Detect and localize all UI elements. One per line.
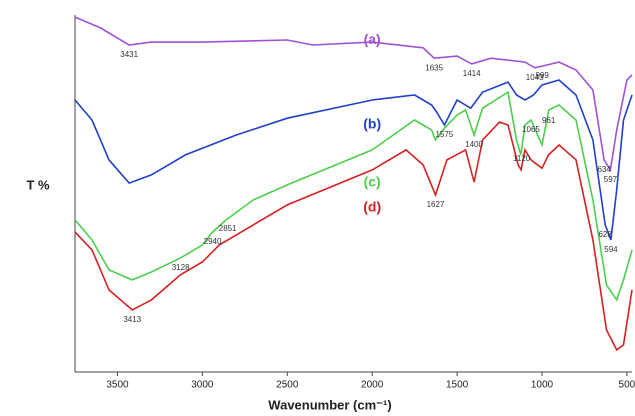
x-tick-label: 2500 (276, 380, 299, 391)
peak-label: 1627 (427, 200, 445, 209)
spectrum-line (74, 90, 633, 302)
x-tick-label: 1000 (531, 380, 554, 391)
peak-label: 3413 (123, 315, 141, 324)
peak-label: 2851 (219, 224, 237, 233)
peak-label: 1400 (465, 140, 483, 149)
series-label: (d) (363, 199, 381, 215)
series-label: (b) (363, 116, 381, 132)
x-tick-label: 500 (619, 380, 635, 391)
peak-label: 1065 (522, 125, 540, 134)
y-axis-label: T % (26, 177, 50, 192)
peak-label: 999 (535, 71, 549, 80)
series-label: (c) (364, 174, 381, 190)
spectrum-line (74, 121, 633, 352)
peak-label: 1043 (526, 73, 544, 82)
peak-label: 1575 (435, 130, 453, 139)
peak-label: 594 (604, 245, 618, 254)
x-tick-label: 1500 (446, 380, 469, 391)
series-label: (a) (364, 31, 381, 47)
peak-label: 3128 (172, 263, 190, 272)
peak-label: 597 (604, 175, 618, 184)
peak-label: 1120 (513, 154, 531, 163)
spectrum-line (74, 16, 633, 173)
spectrum-line (74, 79, 633, 241)
peak-label: 2940 (204, 237, 222, 246)
peak-label: 1414 (463, 69, 481, 78)
peak-label: 634 (597, 165, 611, 174)
peak-label: 3431 (120, 50, 138, 59)
peak-label: 961 (542, 116, 556, 125)
peak-label: 628 (598, 230, 612, 239)
x-tick-label: 2000 (361, 380, 384, 391)
x-axis-label: Wavenumber (cm⁻¹) (268, 397, 391, 412)
peak-label: 1635 (425, 63, 443, 72)
x-tick-label: 3500 (106, 380, 129, 391)
x-tick-label: 3000 (191, 380, 214, 391)
